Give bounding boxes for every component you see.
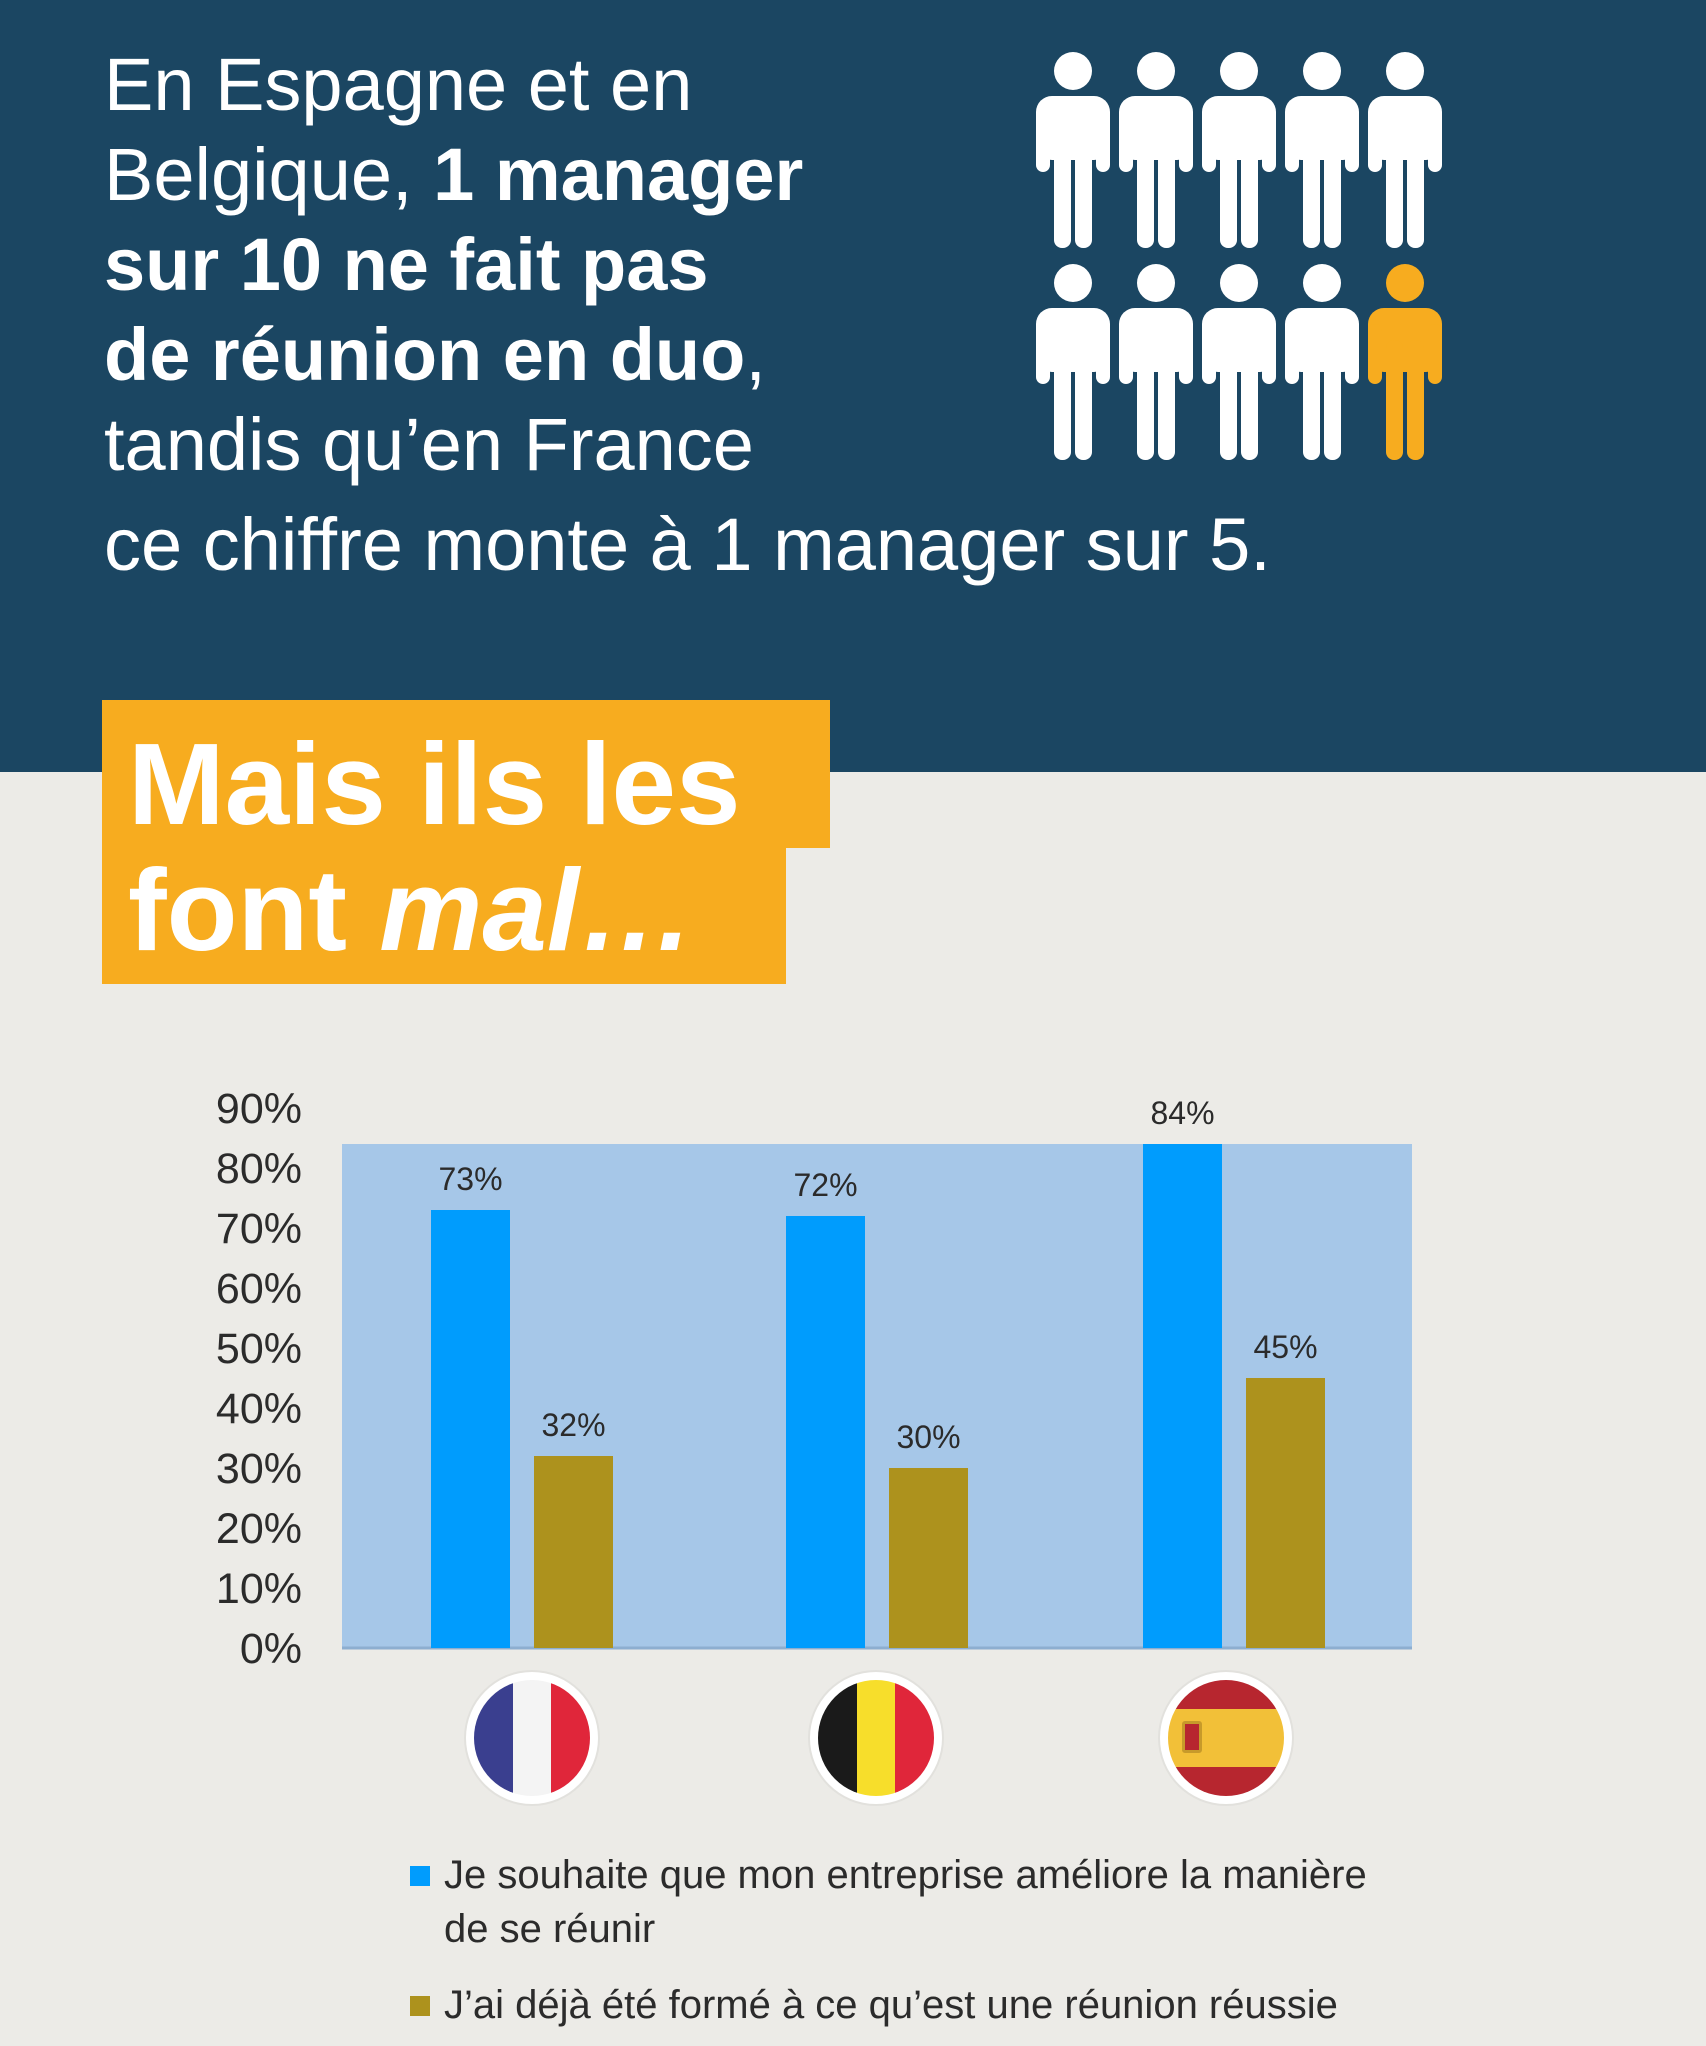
legend-item-series-2: J’ai déjà été formé à ce qu’est une réun… [410, 1978, 1660, 2034]
person-icon [1202, 52, 1276, 248]
y-tick-label: 20% [216, 1505, 302, 1553]
y-tick-label: 30% [216, 1445, 302, 1493]
y-tick-label: 40% [216, 1385, 302, 1433]
headline-line-4: de réunion en duo, [104, 310, 1024, 400]
y-tick-label: 0% [240, 1625, 302, 1670]
bar-olive-belgique [889, 1468, 968, 1648]
legend-item-series-1: Je souhaite que mon entreprise améliore … [410, 1848, 1660, 1958]
headline-line-3-bold: sur 10 ne fait pas [104, 223, 709, 306]
headline-line-4-bold: de réunion en duo [104, 313, 746, 396]
people-icon-grid [1032, 52, 1442, 460]
data-label: 30% [896, 1419, 960, 1455]
banner-line-1: Mais ils les [128, 719, 741, 849]
banner-line-2: font mal… [128, 848, 695, 972]
y-tick-label: 10% [216, 1565, 302, 1613]
flag-spain-icon [1160, 1672, 1292, 1804]
headline-line-2-normal: Belgique, [104, 133, 434, 216]
headline-line-5: tandis qu’en France [104, 403, 754, 486]
banner-block-top [102, 700, 830, 848]
person-icon [1119, 264, 1193, 460]
legend-text-1-line-1: Je souhaite que mon entreprise améliore … [444, 1853, 1367, 1897]
y-tick-label: 90% [216, 1085, 302, 1133]
y-tick-label: 50% [216, 1325, 302, 1373]
top-panel: En Espagne et en Belgique, 1 manager sur… [0, 0, 1706, 772]
person-icon [1285, 52, 1359, 248]
bar-blue-espagne [1143, 1144, 1222, 1648]
headline-line-2-bold: 1 manager [433, 133, 804, 216]
headline-line-1: En Espagne et en [104, 43, 693, 126]
bar-blue-belgique [786, 1216, 865, 1648]
person-icon [1285, 264, 1359, 460]
legend-text-1-line-2: de se réunir [444, 1907, 656, 1951]
headline-line-2: Belgique, 1 manager [104, 130, 1024, 220]
spain-coat-of-arms-icon [1182, 1721, 1202, 1753]
data-label: 84% [1150, 1095, 1214, 1131]
person-icon [1036, 52, 1110, 248]
bar-olive-espagne [1246, 1378, 1325, 1648]
y-tick-label: 70% [216, 1205, 302, 1253]
bar-blue-france [431, 1210, 510, 1648]
legend-text-2-line-1: J’ai déjà été formé à ce qu’est une réun… [444, 1983, 1338, 2027]
headline: En Espagne et en Belgique, 1 manager sur… [104, 40, 1024, 490]
flag-france-icon [466, 1672, 598, 1804]
y-tick-label: 80% [216, 1145, 302, 1193]
bar-olive-france [534, 1456, 613, 1648]
flag-belgium-icon [810, 1672, 942, 1804]
data-label: 72% [793, 1167, 857, 1203]
banner-line-2-italic: mal… [379, 845, 696, 975]
data-label: 45% [1253, 1329, 1317, 1365]
person-icon [1368, 52, 1442, 248]
legend-swatch-blue [410, 1866, 430, 1886]
person-icon [1036, 264, 1110, 460]
headline-line-4-tail: , [745, 313, 766, 396]
banner-block-bottom [102, 848, 786, 984]
y-tick-label: 60% [216, 1265, 302, 1313]
person-icon [1119, 52, 1193, 248]
plot-area [342, 1144, 1412, 1648]
data-label: 73% [438, 1161, 502, 1197]
headline-line-6: ce chiffre monte à 1 manager sur 5. [104, 503, 1271, 586]
person-icon [1202, 264, 1276, 460]
banner-line-2-normal: font [128, 845, 380, 975]
legend-swatch-olive [410, 1996, 430, 2016]
headline-line-3: sur 10 ne fait pas [104, 220, 1024, 310]
person-icon-highlighted [1368, 264, 1442, 460]
data-label: 32% [541, 1407, 605, 1443]
bar-chart: 0% 10% 20% 30% 40% 50% 60% 70% 80% 90% 73% 32% 72% 30… [216, 1085, 1412, 1670]
